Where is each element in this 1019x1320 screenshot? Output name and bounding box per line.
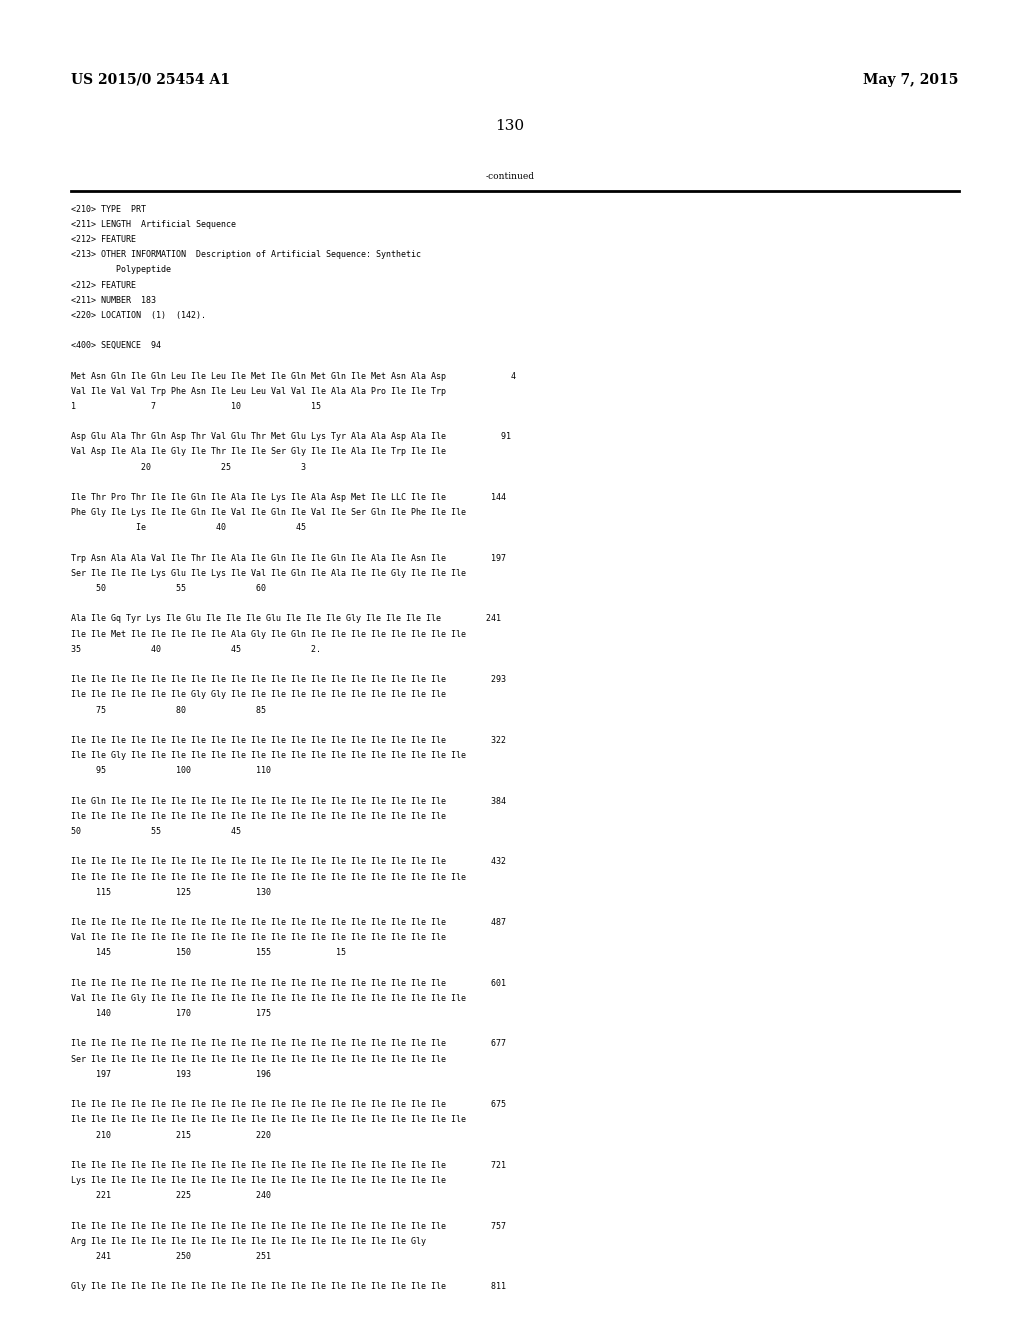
Text: Ile Ile Ile Ile Ile Ile Ile Ile Ile Ile Ile Ile Ile Ile Ile Ile Ile Ile Ile: Ile Ile Ile Ile Ile Ile Ile Ile Ile Ile … [71, 812, 446, 821]
Text: Ile Ile Ile Ile Ile Ile Ile Ile Ile Ile Ile Ile Ile Ile Ile Ile Ile Ile Ile     : Ile Ile Ile Ile Ile Ile Ile Ile Ile Ile … [71, 737, 505, 744]
Text: 50              55              60: 50 55 60 [71, 583, 266, 593]
Text: 115             125             130: 115 125 130 [71, 887, 271, 896]
Text: <212> FEATURE: <212> FEATURE [71, 235, 137, 244]
Text: Ile Ile Ile Ile Ile Ile Ile Ile Ile Ile Ile Ile Ile Ile Ile Ile Ile Ile Ile     : Ile Ile Ile Ile Ile Ile Ile Ile Ile Ile … [71, 1101, 505, 1109]
Text: <213> OTHER INFORMATION  Description of Artificial Sequence: Synthetic: <213> OTHER INFORMATION Description of A… [71, 251, 421, 259]
Text: Ile Ile Ile Ile Ile Ile Ile Ile Ile Ile Ile Ile Ile Ile Ile Ile Ile Ile Ile Ile: Ile Ile Ile Ile Ile Ile Ile Ile Ile Ile … [71, 873, 466, 882]
Text: 20              25              3: 20 25 3 [71, 463, 306, 471]
Text: Ile Ile Gly Ile Ile Ile Ile Ile Ile Ile Ile Ile Ile Ile Ile Ile Ile Ile Ile Ile: Ile Ile Gly Ile Ile Ile Ile Ile Ile Ile … [71, 751, 466, 760]
Text: Ala Ile Gq Tyr Lys Ile Glu Ile Ile Ile Glu Ile Ile Ile Gly Ile Ile Ile Ile      : Ala Ile Gq Tyr Lys Ile Glu Ile Ile Ile G… [71, 615, 501, 623]
Text: Ile Gln Ile Ile Ile Ile Ile Ile Ile Ile Ile Ile Ile Ile Ile Ile Ile Ile Ile     : Ile Gln Ile Ile Ile Ile Ile Ile Ile Ile … [71, 796, 505, 805]
Text: Ile Ile Ile Ile Ile Ile Ile Ile Ile Ile Ile Ile Ile Ile Ile Ile Ile Ile Ile     : Ile Ile Ile Ile Ile Ile Ile Ile Ile Ile … [71, 1222, 505, 1230]
Text: Ile Ile Ile Ile Ile Ile Gly Gly Ile Ile Ile Ile Ile Ile Ile Ile Ile Ile Ile: Ile Ile Ile Ile Ile Ile Gly Gly Ile Ile … [71, 690, 446, 700]
Text: Ile Ile Ile Ile Ile Ile Ile Ile Ile Ile Ile Ile Ile Ile Ile Ile Ile Ile Ile     : Ile Ile Ile Ile Ile Ile Ile Ile Ile Ile … [71, 919, 505, 927]
Text: Ie              40              45: Ie 40 45 [71, 524, 306, 532]
Text: Ser Ile Ile Ile Ile Ile Ile Ile Ile Ile Ile Ile Ile Ile Ile Ile Ile Ile Ile: Ser Ile Ile Ile Ile Ile Ile Ile Ile Ile … [71, 1055, 446, 1064]
Text: Arg Ile Ile Ile Ile Ile Ile Ile Ile Ile Ile Ile Ile Ile Ile Ile Ile Gly: Arg Ile Ile Ile Ile Ile Ile Ile Ile Ile … [71, 1237, 426, 1246]
Text: US 2015/0 25454 A1: US 2015/0 25454 A1 [71, 73, 230, 87]
Text: 210             215             220: 210 215 220 [71, 1130, 271, 1139]
Text: <210> TYPE  PRT: <210> TYPE PRT [71, 205, 147, 214]
Text: 140             170             175: 140 170 175 [71, 1010, 271, 1018]
Text: <211> NUMBER  183: <211> NUMBER 183 [71, 296, 156, 305]
Text: Ile Ile Ile Ile Ile Ile Ile Ile Ile Ile Ile Ile Ile Ile Ile Ile Ile Ile Ile     : Ile Ile Ile Ile Ile Ile Ile Ile Ile Ile … [71, 979, 505, 987]
Text: 241             250             251: 241 250 251 [71, 1251, 271, 1261]
Text: 197             193             196: 197 193 196 [71, 1069, 271, 1078]
Text: Met Asn Gln Ile Gln Leu Ile Leu Ile Met Ile Gln Met Gln Ile Met Asn Ala Asp     : Met Asn Gln Ile Gln Leu Ile Leu Ile Met … [71, 372, 516, 380]
Text: Lys Ile Ile Ile Ile Ile Ile Ile Ile Ile Ile Ile Ile Ile Ile Ile Ile Ile Ile: Lys Ile Ile Ile Ile Ile Ile Ile Ile Ile … [71, 1176, 446, 1185]
Text: 35              40              45              2.: 35 40 45 2. [71, 645, 321, 653]
Text: Ile Ile Ile Ile Ile Ile Ile Ile Ile Ile Ile Ile Ile Ile Ile Ile Ile Ile Ile     : Ile Ile Ile Ile Ile Ile Ile Ile Ile Ile … [71, 676, 505, 684]
Text: Gly Ile Ile Ile Ile Ile Ile Ile Ile Ile Ile Ile Ile Ile Ile Ile Ile Ile Ile     : Gly Ile Ile Ile Ile Ile Ile Ile Ile Ile … [71, 1283, 505, 1291]
Text: <220> LOCATION  (1)  (142).: <220> LOCATION (1) (142). [71, 312, 206, 319]
Text: Ile Ile Met Ile Ile Ile Ile Ile Ala Gly Ile Gln Ile Ile Ile Ile Ile Ile Ile Ile: Ile Ile Met Ile Ile Ile Ile Ile Ala Gly … [71, 630, 466, 639]
Text: 95              100             110: 95 100 110 [71, 766, 271, 775]
Text: -continued: -continued [485, 172, 534, 181]
Text: Ile Ile Ile Ile Ile Ile Ile Ile Ile Ile Ile Ile Ile Ile Ile Ile Ile Ile Ile     : Ile Ile Ile Ile Ile Ile Ile Ile Ile Ile … [71, 858, 505, 866]
Text: <211> LENGTH  Artificial Sequence: <211> LENGTH Artificial Sequence [71, 219, 236, 228]
Text: Ile Ile Ile Ile Ile Ile Ile Ile Ile Ile Ile Ile Ile Ile Ile Ile Ile Ile Ile     : Ile Ile Ile Ile Ile Ile Ile Ile Ile Ile … [71, 1040, 505, 1048]
Text: Ile Thr Pro Thr Ile Ile Gln Ile Ala Ile Lys Ile Ala Asp Met Ile LLC Ile Ile     : Ile Thr Pro Thr Ile Ile Gln Ile Ala Ile … [71, 494, 505, 502]
Text: 221             225             240: 221 225 240 [71, 1191, 271, 1200]
Text: 75              80              85: 75 80 85 [71, 706, 266, 714]
Text: Ser Ile Ile Ile Lys Glu Ile Lys Ile Val Ile Gln Ile Ala Ile Ile Gly Ile Ile Ile: Ser Ile Ile Ile Lys Glu Ile Lys Ile Val … [71, 569, 466, 578]
Text: Val Ile Ile Gly Ile Ile Ile Ile Ile Ile Ile Ile Ile Ile Ile Ile Ile Ile Ile Ile: Val Ile Ile Gly Ile Ile Ile Ile Ile Ile … [71, 994, 466, 1003]
Text: 50              55              45: 50 55 45 [71, 826, 242, 836]
Text: Val Ile Val Val Trp Phe Asn Ile Leu Leu Val Val Ile Ala Ala Pro Ile Ile Trp: Val Ile Val Val Trp Phe Asn Ile Leu Leu … [71, 387, 446, 396]
Text: 130: 130 [495, 119, 524, 133]
Text: Ile Ile Ile Ile Ile Ile Ile Ile Ile Ile Ile Ile Ile Ile Ile Ile Ile Ile Ile     : Ile Ile Ile Ile Ile Ile Ile Ile Ile Ile … [71, 1162, 505, 1170]
Text: Phe Gly Ile Lys Ile Ile Gln Ile Val Ile Gln Ile Val Ile Ser Gln Ile Phe Ile Ile: Phe Gly Ile Lys Ile Ile Gln Ile Val Ile … [71, 508, 466, 517]
Text: <400> SEQUENCE  94: <400> SEQUENCE 94 [71, 342, 161, 350]
Text: Val Ile Ile Ile Ile Ile Ile Ile Ile Ile Ile Ile Ile Ile Ile Ile Ile Ile Ile: Val Ile Ile Ile Ile Ile Ile Ile Ile Ile … [71, 933, 446, 942]
Text: Trp Asn Ala Ala Val Ile Thr Ile Ala Ile Gln Ile Ile Gln Ile Ala Ile Asn Ile     : Trp Asn Ala Ala Val Ile Thr Ile Ala Ile … [71, 554, 505, 562]
Text: 145             150             155             15: 145 150 155 15 [71, 948, 346, 957]
Text: Val Asp Ile Ala Ile Gly Ile Thr Ile Ile Ser Gly Ile Ile Ala Ile Trp Ile Ile: Val Asp Ile Ala Ile Gly Ile Thr Ile Ile … [71, 447, 446, 457]
Text: <212> FEATURE: <212> FEATURE [71, 281, 137, 289]
Text: 1               7               10              15: 1 7 10 15 [71, 401, 321, 411]
Text: May 7, 2015: May 7, 2015 [862, 73, 958, 87]
Text: Polypeptide: Polypeptide [71, 265, 171, 275]
Text: Ile Ile Ile Ile Ile Ile Ile Ile Ile Ile Ile Ile Ile Ile Ile Ile Ile Ile Ile Ile: Ile Ile Ile Ile Ile Ile Ile Ile Ile Ile … [71, 1115, 466, 1125]
Text: Asp Glu Ala Thr Gln Asp Thr Val Glu Thr Met Glu Lys Tyr Ala Ala Asp Ala Ile     : Asp Glu Ala Thr Gln Asp Thr Val Glu Thr … [71, 433, 511, 441]
